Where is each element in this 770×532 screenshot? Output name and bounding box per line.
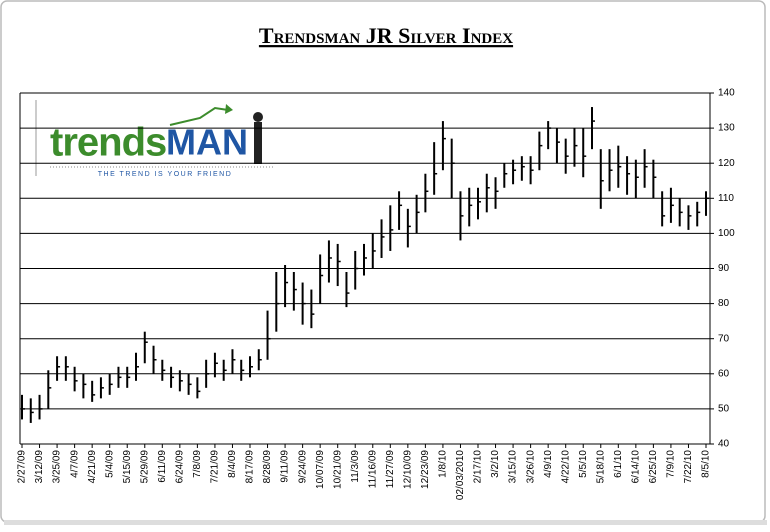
x-tick-label: 12/23/09 — [420, 450, 431, 489]
x-tick-label: 10/21/09 — [332, 450, 343, 489]
x-tick-label: 5/5/10 — [578, 450, 589, 478]
x-tick-label: 3/2/10 — [490, 450, 501, 478]
logo-arrow — [169, 106, 229, 126]
x-tick-label: 4/9/10 — [543, 450, 554, 478]
x-tick-label: 6/24/09 — [174, 450, 185, 484]
x-tick-label: 5/29/09 — [139, 450, 150, 484]
y-tick-label: 40 — [718, 439, 730, 450]
x-tick-label: 11/27/09 — [385, 450, 396, 489]
y-tick-label: 70 — [718, 333, 730, 344]
logo-figure-head — [253, 112, 263, 122]
x-tick-label: 4/21/09 — [87, 450, 98, 484]
x-tick-label: 3/15/10 — [508, 450, 519, 484]
x-tick-label: 3/25/09 — [52, 450, 63, 484]
x-tick-label: 1/8/10 — [438, 450, 449, 478]
x-tick-label: 12/10/09 — [402, 450, 413, 489]
x-tick-label: 5/18/10 — [595, 450, 606, 484]
x-tick-label: 8/4/09 — [227, 450, 238, 478]
x-tick-label: 5/4/09 — [104, 450, 115, 478]
y-tick-label: 50 — [718, 404, 730, 415]
x-tick-label: 02/03/2010 — [455, 450, 466, 500]
x-tick-label: 8/28/09 — [262, 450, 273, 484]
x-tick-label: 8/5/10 — [701, 450, 712, 478]
x-tick-label: 6/11/09 — [157, 450, 168, 483]
logo-left: trends — [50, 121, 166, 165]
x-tick-label: 5/15/09 — [122, 450, 133, 484]
y-tick-label: 140 — [718, 88, 735, 99]
logo-arrowhead — [225, 104, 233, 114]
x-tick-label: 6/25/10 — [648, 450, 659, 484]
x-tick-label: 11/3/09 — [350, 450, 361, 483]
x-tick-label: 7/8/09 — [192, 450, 203, 478]
x-tick-label: 4/22/10 — [560, 450, 571, 484]
y-tick-label: 130 — [718, 123, 735, 134]
y-tick-label: 60 — [718, 368, 730, 379]
logo-tagline: THE TREND IS YOUR FRIEND — [98, 171, 233, 178]
x-tick-label: 7/22/10 — [683, 450, 694, 484]
x-tick-label: 11/16/09 — [367, 450, 378, 489]
y-tick-label: 110 — [718, 193, 734, 204]
x-tick-label: 8/17/09 — [245, 450, 256, 484]
y-tick-label: 120 — [718, 158, 735, 169]
y-tick-label: 90 — [718, 263, 730, 274]
chart-title: Trendsman JR Silver Index — [259, 23, 513, 48]
x-tick-label: 9/11/09 — [280, 450, 291, 483]
x-tick-label: 7/9/10 — [666, 450, 677, 478]
x-tick-label: 2/27/09 — [17, 450, 28, 484]
y-tick-label: 80 — [718, 298, 730, 309]
x-tick-label: 6/14/10 — [630, 450, 641, 484]
x-tick-label: 3/12/09 — [34, 450, 45, 484]
x-tick-label: 3/26/10 — [525, 450, 536, 484]
x-tick-label: 4/7/09 — [69, 450, 80, 478]
x-tick-label: 6/1/10 — [613, 450, 624, 478]
frame-shadow — [4, 520, 767, 525]
x-tick-label: 7/21/09 — [210, 450, 221, 484]
x-tick-label: 10/07/09 — [315, 450, 326, 489]
x-tick-label: 9/24/09 — [297, 450, 308, 484]
y-tick-label: 100 — [718, 228, 735, 239]
x-tick-label: 2/17/10 — [473, 450, 484, 484]
logo-figure — [254, 122, 262, 164]
